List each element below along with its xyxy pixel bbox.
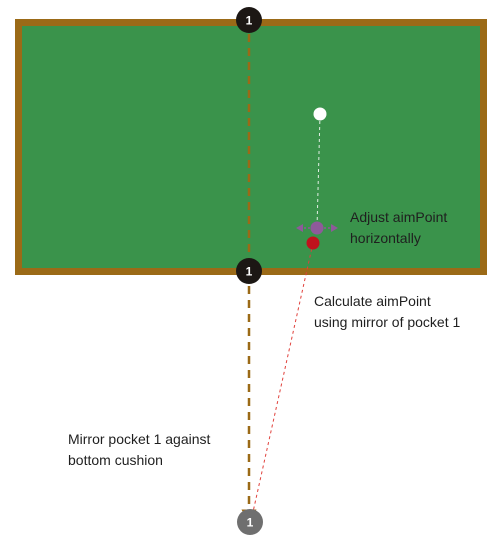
cue-to-aim-line — [316, 114, 321, 229]
mirror-pocket-label: 1 — [247, 516, 254, 530]
mirror-pocket-text-line2: bottom cushion — [68, 452, 163, 468]
calculate-aimpoint-text-line1: Calculate aimPoint — [314, 293, 431, 309]
cue-ball — [313, 107, 327, 121]
pocket-top: 1 — [236, 7, 262, 33]
mirror-pocket: 1 — [237, 509, 263, 535]
adjust-aimpoint-text-line1: Adjust aimPoint — [350, 209, 447, 225]
mirror-pocket-text-line1: Mirror pocket 1 against — [68, 431, 211, 447]
target-ball — [306, 236, 320, 250]
calculate-aimpoint-text-line2: using mirror of pocket 1 — [314, 314, 460, 330]
table-felt — [22, 26, 480, 268]
pocket-top-label: 1 — [246, 14, 253, 28]
aim-to-mirror-line — [252, 242, 314, 513]
pocket-bottom-label: 1 — [246, 265, 253, 279]
pocket-bottom: 1 — [236, 258, 262, 284]
aim-point — [310, 221, 324, 235]
adjust-aimpoint-text-line2: horizontally — [350, 230, 421, 246]
